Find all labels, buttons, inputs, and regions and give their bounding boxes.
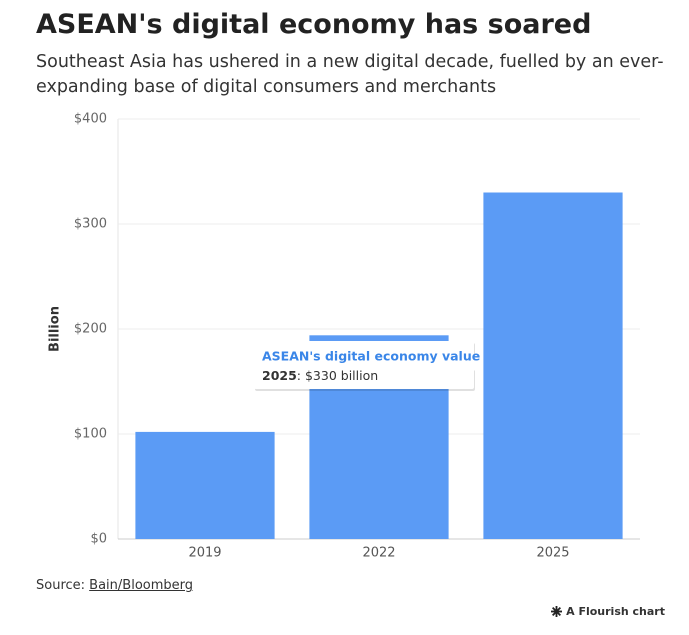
source-link[interactable]: Bain/Bloomberg <box>89 578 194 593</box>
y-tick-label: $300 <box>74 217 107 232</box>
source: Source: Bain/Bloomberg <box>36 578 193 593</box>
y-axis-label: Billion <box>48 306 63 352</box>
tooltip-arrow <box>474 357 481 371</box>
x-tick-label: 2025 <box>536 546 569 561</box>
chart-subtitle: Southeast Asia has ushered in a new digi… <box>36 52 664 97</box>
tooltip: ASEAN's digital economy value 2025: $330 … <box>254 341 481 391</box>
bar <box>483 192 623 539</box>
x-tick-label: 2022 <box>362 546 395 561</box>
tooltip-value: 2025: $330 billion <box>262 368 378 383</box>
x-tick-label: 2019 <box>188 546 221 561</box>
tooltip-box <box>254 341 474 389</box>
y-tick-label: $400 <box>74 112 107 127</box>
tooltip-title: ASEAN's digital economy value <box>262 349 480 364</box>
flourish-icon <box>551 606 563 617</box>
tooltip-category: 2025 <box>262 368 297 383</box>
tooltip-value-text: : $330 billion <box>297 368 378 383</box>
y-tick-label: $200 <box>74 322 107 337</box>
y-tick-label: $100 <box>74 427 107 442</box>
credit[interactable]: A Flourish chart <box>551 605 665 618</box>
source-label: Source: <box>36 578 86 593</box>
y-tick-label: $0 <box>90 532 107 547</box>
credit-text: A Flourish chart <box>566 605 665 618</box>
chart-title: ASEAN's digital economy has soared <box>36 9 592 40</box>
bar <box>135 431 275 539</box>
